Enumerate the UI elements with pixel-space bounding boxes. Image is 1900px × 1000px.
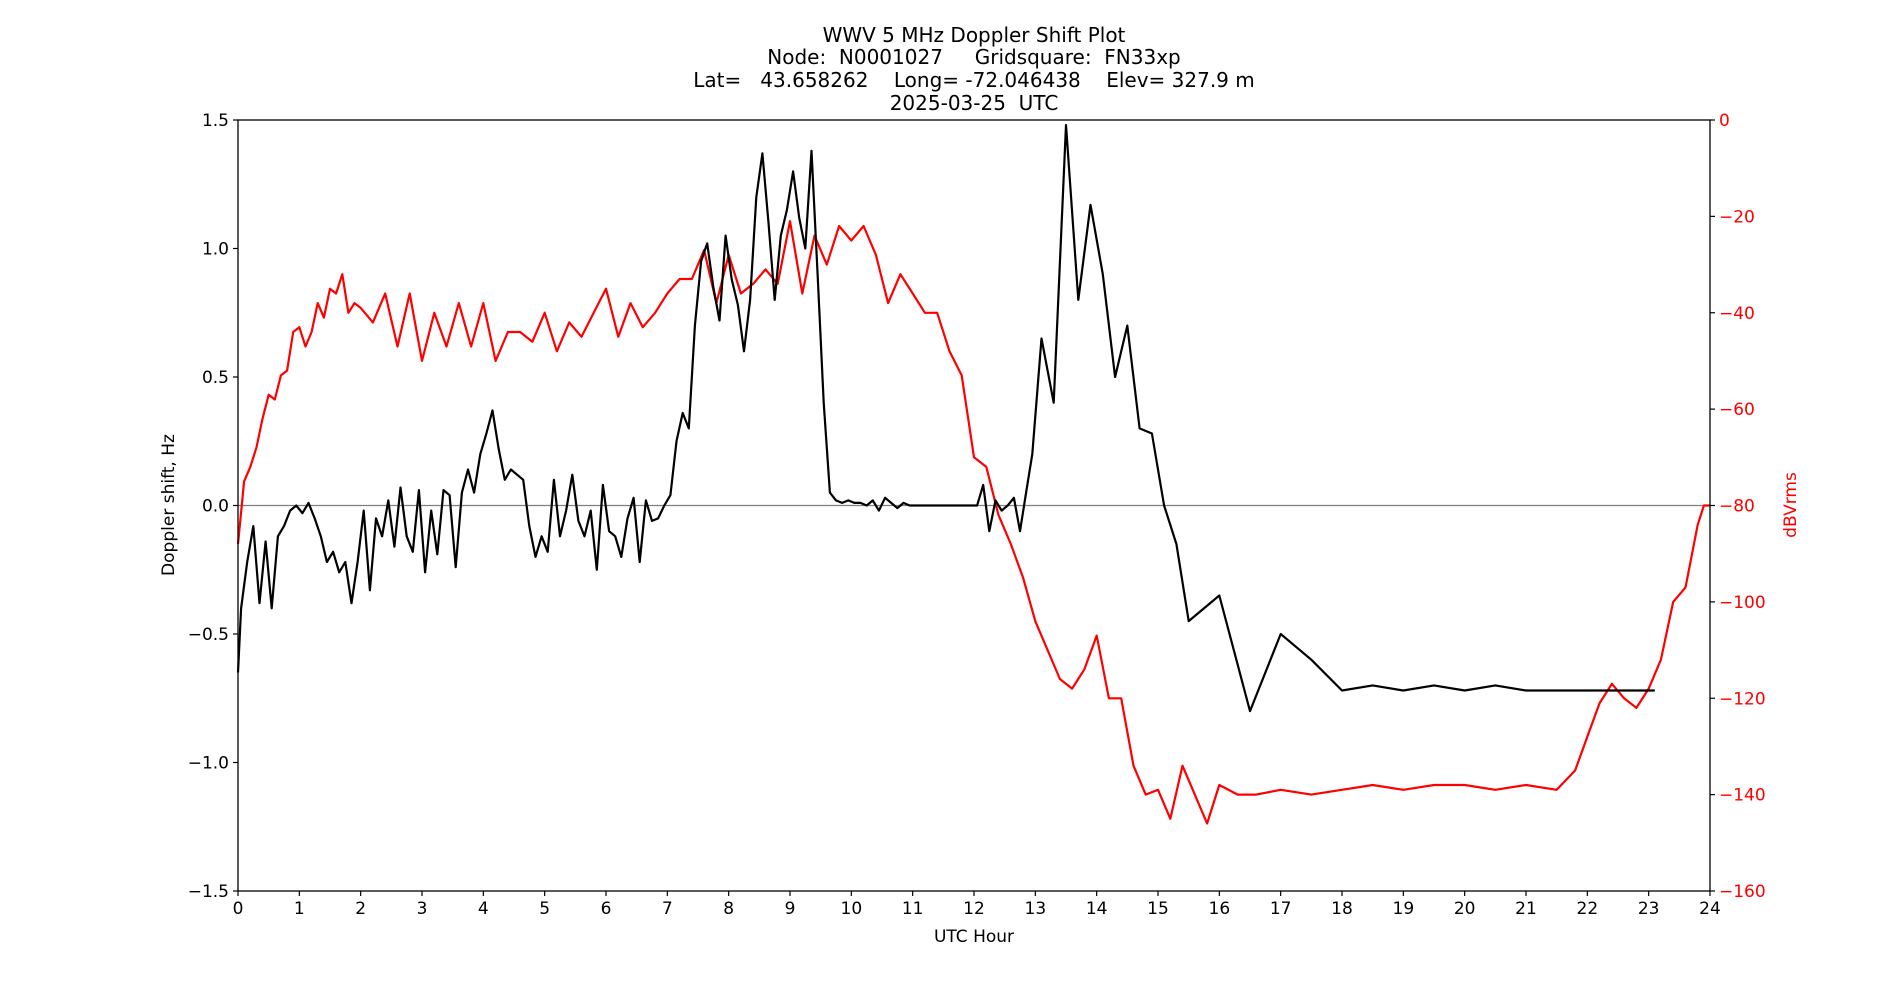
y-tick-label: 1.5: [202, 111, 229, 131]
x-tick-label: 0: [233, 899, 244, 919]
x-tick-label: 21: [1515, 899, 1537, 919]
y-axis-right: 0 −20 −40 −60 −80 −100 −120 −140 −160: [1710, 111, 1766, 902]
doppler-shift-line: [236, 123, 1655, 713]
x-tick-label: 12: [963, 899, 985, 919]
y-right-tick-label: −140: [1719, 786, 1766, 806]
y-tick-label: 0.5: [202, 368, 229, 388]
x-tick-label: 18: [1331, 899, 1353, 919]
x-axis-label: UTC Hour: [934, 927, 1014, 947]
x-tick-label: 20: [1454, 899, 1476, 919]
x-tick-label: 16: [1209, 899, 1231, 919]
x-tick-label: 6: [601, 899, 612, 919]
y-axis-right-label: dBVrms: [1781, 472, 1801, 538]
x-tick-label: 14: [1086, 899, 1108, 919]
y-right-tick-label: −40: [1719, 304, 1755, 324]
y-tick-label: 0.0: [202, 497, 229, 517]
y-right-tick-label: −100: [1719, 593, 1766, 613]
x-tick-label: 1: [294, 899, 305, 919]
x-axis: 0 1 2 3 4 5 6 7 8 9 10 11 12 13 14 15 16 17 18 19 20 21 22 23 24: [233, 891, 1721, 919]
x-tick-label: 9: [785, 899, 796, 919]
chart-subtitle-location: Lat= 43.658262 Long= -72.046438 Elev= 32…: [693, 68, 1255, 92]
y-tick-label: −0.5: [188, 625, 229, 645]
y-axis-left: 1.5 1.0 0.5 0.0 −0.5 −1.0 −1.5: [188, 111, 238, 902]
x-tick-label: 3: [417, 899, 428, 919]
y-tick-label: −1.5: [188, 882, 229, 902]
x-tick-label: 4: [478, 899, 489, 919]
y-right-tick-label: 0: [1719, 111, 1730, 131]
y-right-tick-label: −20: [1719, 207, 1755, 227]
y-right-tick-label: −80: [1719, 497, 1755, 517]
x-tick-label: 11: [902, 899, 924, 919]
chart-title-block: WWV 5 MHz Doppler Shift Plot Node: N0001…: [693, 23, 1255, 115]
x-tick-label: 15: [1147, 899, 1169, 919]
x-tick-label: 13: [1025, 899, 1047, 919]
series-layer: [236, 123, 1710, 825]
signal-level-line: [236, 220, 1710, 825]
y-tick-label: −1.0: [188, 754, 229, 774]
x-tick-label: 22: [1577, 899, 1599, 919]
x-tick-label: 19: [1393, 899, 1415, 919]
x-tick-label: 17: [1270, 899, 1292, 919]
x-tick-label: 7: [662, 899, 673, 919]
x-tick-label: 2: [355, 899, 366, 919]
y-right-tick-label: −160: [1719, 882, 1766, 902]
x-tick-label: 23: [1638, 899, 1660, 919]
chart-title: WWV 5 MHz Doppler Shift Plot: [823, 23, 1126, 47]
x-tick-label: 10: [841, 899, 863, 919]
x-tick-label: 8: [723, 899, 734, 919]
y-right-tick-label: −120: [1719, 689, 1766, 709]
y-tick-label: 1.0: [202, 240, 229, 260]
chart-subtitle-node: Node: N0001027 Gridsquare: FN33xp: [767, 45, 1180, 69]
y-right-tick-label: −60: [1719, 400, 1755, 420]
chart-subtitle-date: 2025-03-25 UTC: [890, 91, 1059, 115]
x-tick-label: 24: [1699, 899, 1721, 919]
y-axis-label: Doppler shift, Hz: [159, 434, 179, 576]
x-tick-label: 5: [539, 899, 550, 919]
